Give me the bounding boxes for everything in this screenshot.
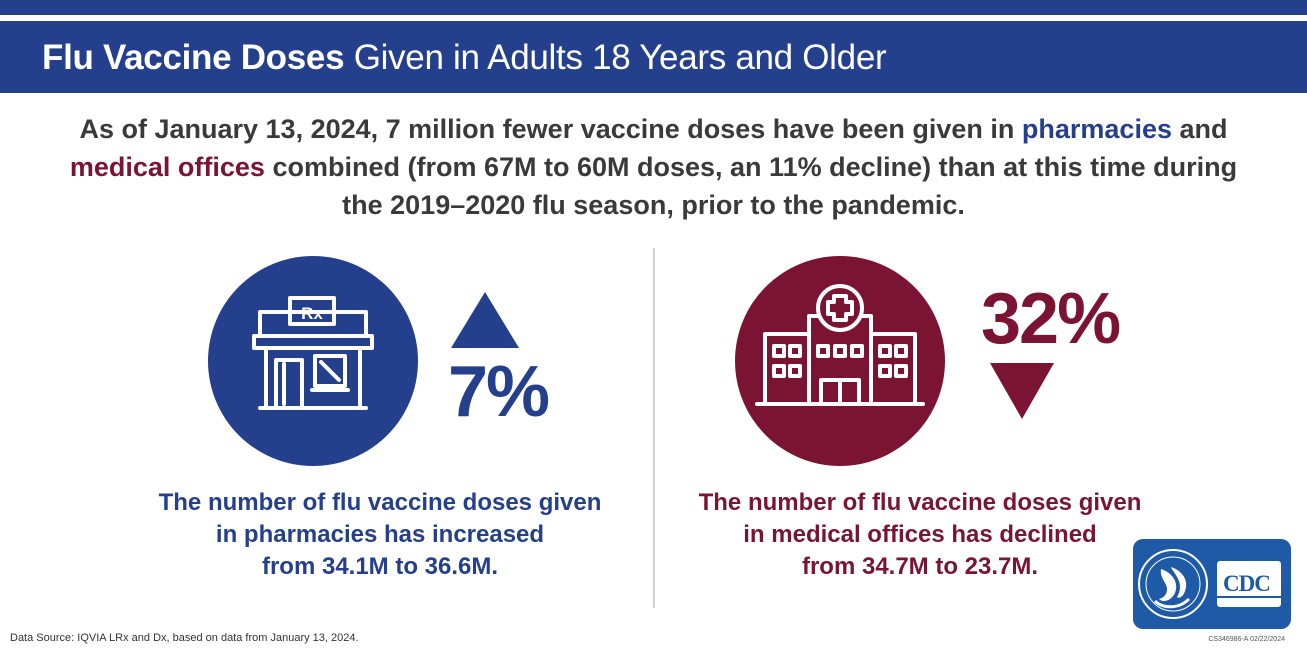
summary-part-1: As of January 13, 2024, 7 million fewer … <box>79 114 1022 144</box>
summary-pharmacies: pharmacies <box>1021 114 1172 144</box>
pharmacy-caption-line: in pharmacies has increased <box>215 521 545 548</box>
pharmacy-caption-line: The number of flu vaccine doses given <box>158 489 602 516</box>
pharmacy-percent: 7% <box>448 352 550 432</box>
medical-office-caption-line: in medical offices has declined <box>743 521 1097 548</box>
cdc-logo: CDC <box>1133 539 1291 629</box>
page-title-rest: Given in Adults 18 Years and Older <box>344 37 887 77</box>
medical-office-caption-line: The number of flu vaccine doses given <box>698 489 1142 516</box>
pharmacy-caption-line: from 34.1M to 36.6M. <box>261 553 499 580</box>
header-bar: Flu Vaccine Doses Given in Adults 18 Yea… <box>0 21 1307 93</box>
summary-part-3: combined (from 67M to 60M doses, an 11% … <box>264 152 1238 220</box>
page-title: Flu Vaccine Doses Given in Adults 18 Yea… <box>42 37 887 77</box>
increase-arrow-icon <box>451 292 519 348</box>
summary-text: As of January 13, 2024, 7 million fewer … <box>60 110 1247 224</box>
center-divider <box>653 248 655 608</box>
hhs-seal-icon <box>1138 549 1281 619</box>
data-source: Data Source: IQVIA LRx and Dx, based on … <box>10 632 359 644</box>
summary-medical-offices: medical offices <box>69 152 265 182</box>
cdc-logo-text: CDC <box>1223 571 1271 596</box>
decrease-arrow-icon <box>990 363 1054 419</box>
medical-office-caption-line: from 34.7M to 23.7M. <box>801 553 1039 580</box>
pharmacy-caption: The number of flu vaccine doses given in… <box>130 487 630 583</box>
rx-label: Rx <box>301 304 323 323</box>
medical-office-percent: 32% <box>981 279 1121 359</box>
medical-office-caption: The number of flu vaccine doses given in… <box>670 487 1170 583</box>
top-stripe <box>0 0 1307 15</box>
pharmacy-circle: Rx <box>208 256 418 466</box>
document-number: CS346986-A 02/22/2024 <box>1208 636 1285 643</box>
medical-office-circle <box>735 256 945 466</box>
pharmacy-icon: Rx <box>252 296 374 410</box>
summary-part-2: and <box>1171 114 1228 144</box>
page-title-bold: Flu Vaccine Doses <box>42 37 345 77</box>
hospital-icon <box>755 284 925 406</box>
